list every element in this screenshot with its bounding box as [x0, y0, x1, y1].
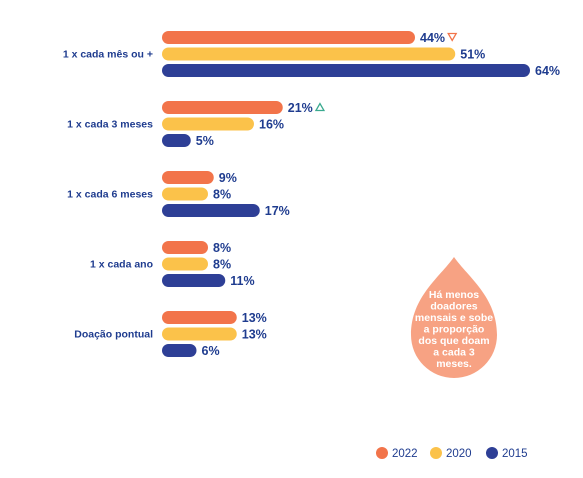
category-label: 1 x cada 6 meses — [67, 189, 153, 201]
bar-2015 — [162, 344, 197, 357]
bar-2015 — [162, 204, 260, 217]
legend-swatch-2022 — [376, 447, 388, 459]
value-label: 13% — [242, 328, 267, 342]
up-triangle-icon — [314, 102, 326, 112]
bar-2020 — [162, 187, 208, 201]
category-label: Doação pontual — [74, 329, 153, 341]
legend-label: 2015 — [502, 448, 528, 460]
callout-text-line: doadores — [430, 301, 477, 313]
value-label: 44% — [420, 31, 445, 45]
legend-label: 2020 — [446, 448, 472, 460]
category-label: 1 x cada 3 meses — [67, 119, 153, 131]
bar-2022 — [162, 311, 237, 324]
value-label: 17% — [265, 204, 290, 218]
category-label: 1 x cada ano — [90, 259, 153, 271]
value-label: 8% — [213, 258, 231, 272]
bar-2022 — [162, 171, 214, 184]
value-label: 9% — [219, 171, 237, 185]
legend-swatch-2015 — [486, 447, 498, 459]
value-label: 5% — [196, 134, 214, 148]
callout-text-line: dos que doam — [418, 335, 489, 347]
callout-text-line: mensais e sobe — [415, 312, 493, 324]
category-label: 1 x cada mês ou + — [63, 49, 153, 61]
callout-text-line: Há menos — [429, 289, 479, 301]
callout-bubble — [411, 257, 497, 378]
bar-2022 — [162, 31, 415, 44]
bar-2022 — [162, 241, 208, 254]
value-label: 11% — [230, 274, 254, 288]
value-label: 8% — [213, 188, 231, 202]
legend-swatch-2020 — [430, 447, 442, 459]
bar-2020 — [162, 47, 456, 61]
value-label: 8% — [213, 241, 231, 255]
callout-text-line: a proporção — [424, 324, 485, 336]
bar-2022 — [162, 101, 283, 114]
callout-text-line: a cada 3 — [433, 347, 475, 359]
bar-2015 — [162, 134, 191, 147]
bar-2020 — [162, 257, 208, 271]
bar-2015 — [162, 64, 530, 77]
bar-2020 — [162, 117, 254, 131]
bar-2015 — [162, 274, 226, 287]
value-label: 16% — [259, 118, 284, 132]
callout-text-line: meses. — [436, 358, 472, 370]
value-label: 64% — [535, 64, 560, 78]
legend-label: 2022 — [392, 448, 418, 460]
value-label: 13% — [242, 311, 267, 325]
value-label: 21% — [288, 101, 313, 115]
down-triangle-icon — [447, 32, 458, 42]
value-label: 51% — [460, 48, 485, 62]
value-label: 6% — [202, 344, 220, 358]
bar-2020 — [162, 327, 237, 341]
